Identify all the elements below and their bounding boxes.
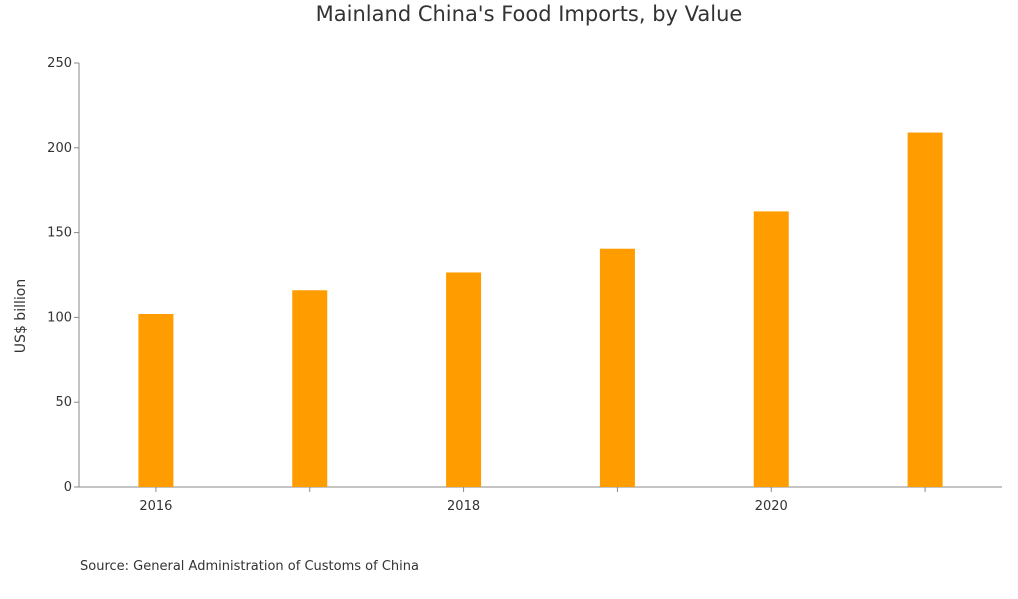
y-tick-label: 150 xyxy=(47,226,72,241)
bar-2016 xyxy=(138,314,174,487)
source-note: Source: General Administration of Custom… xyxy=(80,559,419,574)
chart-title: Mainland China's Food Imports, by Value xyxy=(315,2,743,26)
x-tick-label: 2016 xyxy=(139,499,172,514)
bar-2019 xyxy=(599,248,635,487)
bar-2017 xyxy=(292,290,328,487)
y-axis: 0 50 100 150 200 250 xyxy=(47,56,80,495)
x-tick-label: 2018 xyxy=(447,499,480,514)
y-tick-label: 250 xyxy=(47,56,72,71)
bar-2018 xyxy=(446,272,482,487)
x-axis: 2016 2018 2020 xyxy=(79,486,1002,514)
x-tick-label: 2020 xyxy=(755,499,788,514)
bars xyxy=(138,132,943,487)
bar-2020 xyxy=(753,211,789,487)
y-tick-label: 50 xyxy=(55,395,72,410)
y-axis-title: US$ billion xyxy=(13,279,29,353)
y-tick-label: 200 xyxy=(47,141,72,156)
y-tick-label: 100 xyxy=(47,310,72,325)
bar-2021 xyxy=(907,132,943,487)
y-tick-label: 0 xyxy=(64,480,72,495)
